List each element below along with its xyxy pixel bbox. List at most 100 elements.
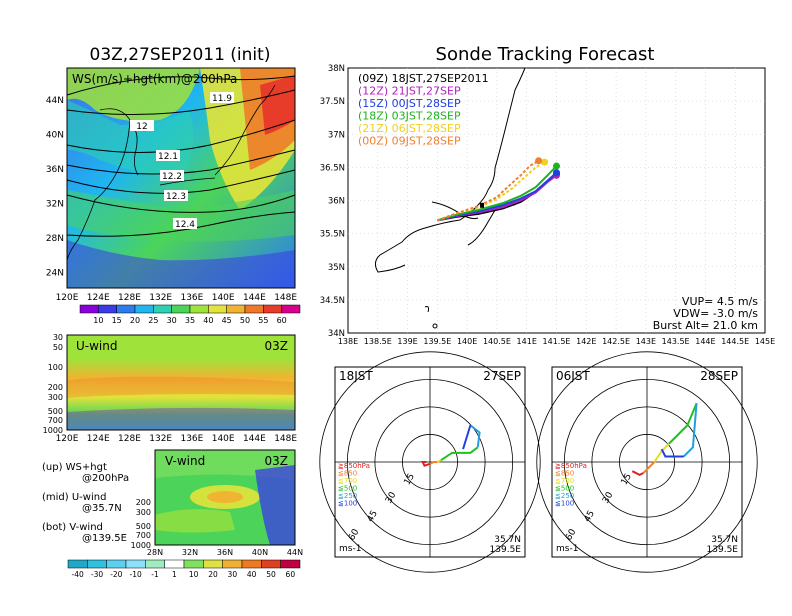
hodo-legend-entry: ≦250 <box>338 492 357 500</box>
v-xtick: 28N <box>147 548 163 557</box>
track-line <box>437 165 558 222</box>
contour-label: 12.2 <box>162 172 182 182</box>
hodo-units: ms-1 <box>339 544 361 554</box>
u-wind-time: 03Z <box>265 339 289 353</box>
v-colorbar-label: -20 <box>110 570 122 579</box>
v-wind-time: 03Z <box>265 454 289 468</box>
hodo-time: 18JST <box>339 369 373 383</box>
note-up-1: (up) WS+hgt <box>42 462 107 473</box>
track-ytick: 34N <box>328 329 345 339</box>
u-wind-label: U-wind <box>76 339 117 353</box>
hodo-trace <box>660 448 684 458</box>
v-ytick: 200 <box>136 498 151 507</box>
map-xtick: 124E <box>87 293 110 303</box>
track-xtick: 141.5E <box>543 337 571 346</box>
hodo-ring-label: 15 <box>620 472 634 487</box>
track-xtick: 139.5E <box>423 337 451 346</box>
u-xtick: 140E <box>212 434 235 444</box>
hodo-trace <box>440 446 479 461</box>
u-xtick: 148E <box>274 434 297 444</box>
u-ytick: 200 <box>48 383 63 392</box>
track-xtick: 142E <box>576 337 596 346</box>
v-colorbar-swatch <box>261 559 281 569</box>
legend-notes: (up) WS+hgt @200hPa (mid) U-wind @35.7N … <box>42 462 129 544</box>
v-colorbar-label: 50 <box>266 570 276 579</box>
track-line <box>437 161 546 222</box>
hodo-legend-entry: ≧850hPa <box>338 462 370 470</box>
u-ytick: 700 <box>48 416 63 425</box>
v-ytick: 300 <box>136 508 151 517</box>
track-xtick: 143.5E <box>662 337 690 346</box>
track-legend-entry: (12Z) 21JST,27SEP <box>358 85 461 98</box>
vup-label: VUP= 4.5 m/s <box>682 295 758 308</box>
u-ytick: 50 <box>53 343 63 352</box>
map-xtick: 132E <box>149 293 172 303</box>
v-colorbar-swatch <box>145 559 165 569</box>
burst-label: Burst Alt= 21.0 km <box>653 319 758 332</box>
hodo-lon: 139.5E <box>490 545 522 555</box>
map-ytick: 40N <box>46 131 64 141</box>
ws-colorbar-swatch <box>79 304 99 314</box>
hodo-ring-label: 15 <box>403 472 417 487</box>
hodo-legend-entry: ≧850hPa <box>555 462 587 470</box>
ws-colorbar-label: 25 <box>148 316 158 325</box>
track-xtick: 138E <box>338 337 358 346</box>
v-colorbar-label: 10 <box>189 570 199 579</box>
contour-label: 12.3 <box>166 192 186 202</box>
v-colorbar-swatch <box>67 559 88 569</box>
hodo-legend-entry: ≦100 <box>555 500 574 508</box>
hodo-trace <box>668 402 698 445</box>
v-xtick: 36N <box>217 548 233 557</box>
hodo-ring-label: 45 <box>583 509 597 524</box>
hodo-legend-entry: ≦500 <box>338 485 357 493</box>
map-xtick: 120E <box>56 293 79 303</box>
v-xtick: 40N <box>252 548 268 557</box>
u-xtick: 136E <box>180 434 203 444</box>
right-title: Sonde Tracking Forecast <box>436 44 655 65</box>
u-ytick: 30 <box>53 333 63 342</box>
ws-colorbar-swatch <box>153 304 172 314</box>
track-ytick: 38N <box>328 64 345 74</box>
track-ytick: 36N <box>328 197 345 207</box>
track-endpoint <box>541 158 549 166</box>
hodo-date: 27SEP <box>483 369 521 383</box>
track-ytick: 36.5N <box>320 163 345 173</box>
track-xtick: 139E <box>397 337 417 346</box>
hodo-ring <box>536 351 758 573</box>
u-ytick: 500 <box>48 407 63 416</box>
ws-colorbar-swatch <box>98 304 117 314</box>
note-up-2: @200hPa <box>82 473 129 484</box>
hodo-trace <box>683 403 698 458</box>
v-colorbar-swatch <box>241 559 262 569</box>
v-ytick: 500 <box>136 522 151 531</box>
v-colorbar-swatch <box>203 559 223 569</box>
ws-colorbar-swatch <box>281 304 301 314</box>
launch-marker <box>480 202 485 208</box>
track-xtick: 143E <box>636 337 656 346</box>
map-ytick: 36N <box>46 165 64 175</box>
hodo-trace <box>631 470 644 476</box>
v-colorbar-label: -30 <box>91 570 103 579</box>
v-colorbar-label: 20 <box>208 570 218 579</box>
hodo-lat: 35.7N <box>494 535 521 545</box>
hodo-trace <box>429 461 438 465</box>
ws-colorbar-label: 60 <box>277 316 287 325</box>
hodo-time: 06JST <box>556 369 590 383</box>
track-xtick: 144.5E <box>721 337 749 346</box>
hodo-trace <box>421 461 431 467</box>
ws-colorbar-swatch <box>226 304 246 314</box>
u-ytick: 1000 <box>43 426 63 435</box>
hodo-ring <box>319 351 541 573</box>
v-colorbar-label: 1 <box>172 570 177 579</box>
v-colorbar-label: -10 <box>130 570 142 579</box>
v-xtick: 44N <box>287 548 303 557</box>
hodo-legend-entry: ≦850 <box>338 470 357 478</box>
track-legend-entry: (15Z) 00JST,28SEP <box>358 97 461 110</box>
map-ytick: 44N <box>46 96 64 106</box>
ws-colorbar-label: 45 <box>222 316 232 325</box>
v-colorbar-swatch <box>164 559 185 569</box>
